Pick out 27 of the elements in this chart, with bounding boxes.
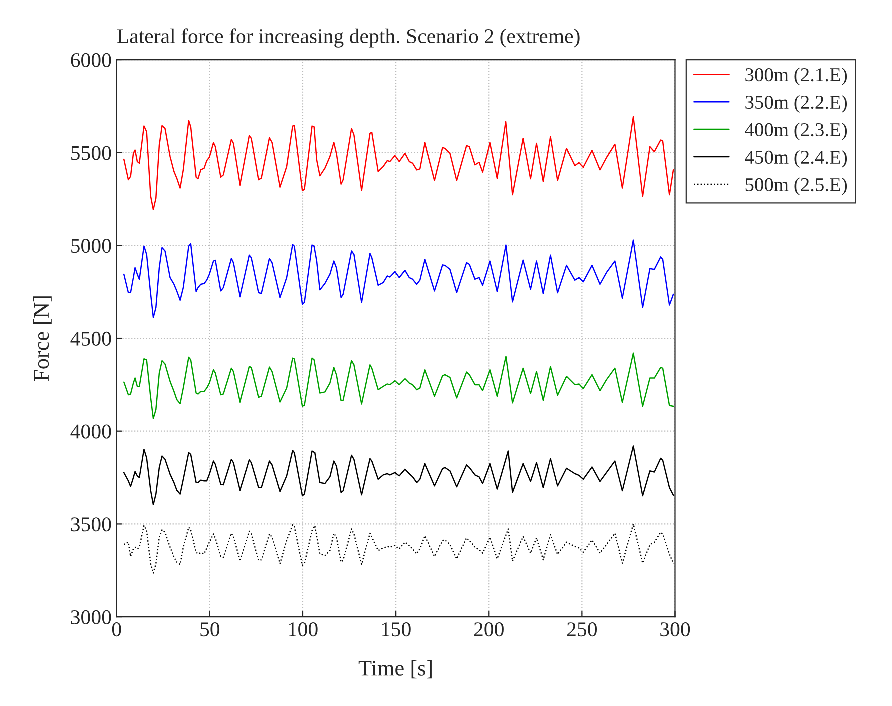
legend-label: 350m (2.2.E) bbox=[746, 95, 848, 114]
x-axis-title: Time [s] bbox=[358, 660, 432, 679]
line-series bbox=[123, 240, 674, 318]
x-tick-label: 50 bbox=[200, 622, 220, 637]
legend-label: 500m (2.5.E) bbox=[746, 178, 848, 196]
y-tick-label: 3500 bbox=[71, 518, 112, 532]
legend-label: 400m (2.3.E) bbox=[745, 122, 848, 140]
y-tick-label: 5500 bbox=[72, 146, 112, 160]
legend-label: 300m (2.1.E) bbox=[746, 68, 848, 86]
chart-title: Lateral force for increasing depth. Scenario 2 (extreme) bbox=[117, 28, 580, 48]
y-tick-label: 3000 bbox=[71, 610, 112, 624]
x-tick-label: 0 bbox=[112, 622, 122, 637]
y-tick-label: 4000 bbox=[70, 424, 112, 439]
y-tick-label: 4500 bbox=[70, 332, 112, 346]
x-tick-label: 200 bbox=[474, 622, 504, 637]
y-tick-label: 6000 bbox=[71, 53, 112, 68]
line-series bbox=[123, 352, 674, 420]
y-axis-title: Force [N] bbox=[34, 296, 52, 382]
line-series bbox=[123, 116, 674, 210]
line-series bbox=[123, 446, 674, 506]
x-tick-label: 250 bbox=[567, 622, 598, 637]
line-series bbox=[123, 524, 674, 574]
x-tick-label: 300 bbox=[660, 622, 690, 637]
x-tick-label: 150 bbox=[382, 622, 411, 637]
x-tick-label: 100 bbox=[289, 622, 318, 637]
y-tick-label: 5000 bbox=[72, 239, 112, 254]
legend-label: 450m (2.4.E) bbox=[745, 150, 848, 168]
